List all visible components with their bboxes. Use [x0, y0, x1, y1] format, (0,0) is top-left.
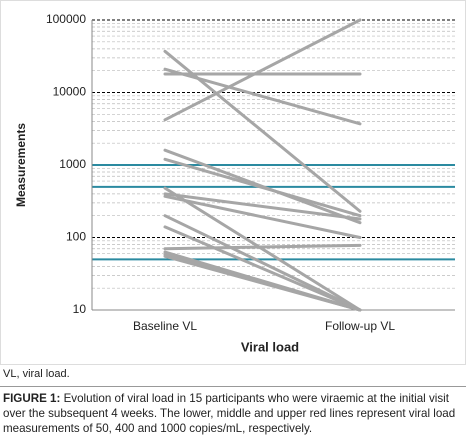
y-tick-label: 10: [73, 302, 87, 316]
separator: [0, 386, 466, 387]
series-line: [163, 186, 362, 312]
series-line: [163, 214, 362, 312]
series-line: [163, 18, 362, 122]
series-line: [163, 157, 362, 218]
series-line: [163, 67, 362, 126]
chart-border: [0, 0, 466, 365]
series-line: [163, 254, 362, 312]
y-tick-label: 1000: [59, 157, 86, 171]
y-tick-label: 100000: [46, 12, 86, 26]
x-tick-label: Follow-up VL: [325, 319, 395, 333]
y-tick-label: 100: [66, 230, 86, 244]
chart: Measurements Viral load 10 100 1000 10000 10…: [0, 0, 466, 365]
series-line: [163, 194, 362, 239]
series-line: [163, 192, 362, 221]
y-tick-label: 10000: [53, 85, 87, 99]
series-line: [163, 243, 362, 251]
x-tick-label: Baseline VL: [133, 319, 197, 333]
footnote: VL, viral load.: [3, 368, 70, 380]
x-axis-label: Viral load: [241, 339, 299, 354]
caption-text: Evolution of viral load in 15 participan…: [3, 392, 456, 435]
caption-label: FIGURE 1:: [3, 392, 61, 405]
caption: FIGURE 1: Evolution of viral load in 15 …: [3, 391, 463, 436]
series-line: [163, 225, 362, 312]
y-axis-label: Measurements: [14, 123, 28, 207]
